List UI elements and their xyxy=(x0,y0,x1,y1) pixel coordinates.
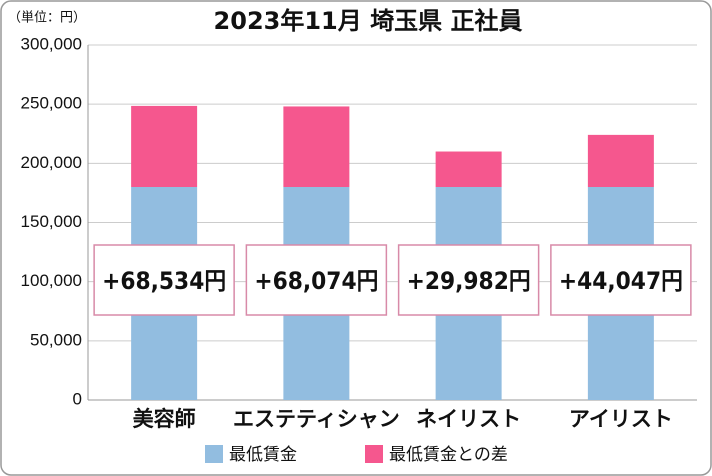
label-box xyxy=(245,244,388,316)
legend-swatch xyxy=(365,445,383,463)
legend-label: 最低賃金 xyxy=(229,445,297,465)
y-tick-label: 300,000 xyxy=(21,34,82,53)
bar-segment xyxy=(435,151,502,187)
chart-title: 2023年11月 埼玉県 正社員 xyxy=(214,7,523,35)
unit-label: （単位：円） xyxy=(8,10,86,26)
label-box xyxy=(397,244,540,316)
value-label: +68,534円 xyxy=(102,267,226,295)
legend-label: 最低賃金との差 xyxy=(389,445,508,465)
y-tick-label: 50,000 xyxy=(30,330,82,349)
bar-segment xyxy=(283,106,350,187)
value-label: +44,047円 xyxy=(559,267,683,295)
x-tick-label: アイリスト xyxy=(569,407,673,431)
y-tick-label: 0 xyxy=(73,389,82,408)
bar-segment xyxy=(587,134,654,187)
bar-segment xyxy=(131,105,198,187)
y-tick-label: 100,000 xyxy=(21,271,82,290)
y-tick-label: 150,000 xyxy=(21,212,82,231)
x-tick-label: 美容師 xyxy=(133,407,196,431)
legend-swatch xyxy=(205,445,223,463)
x-tick-label: エステティシャン xyxy=(233,407,400,431)
value-label: +29,982円 xyxy=(407,267,531,295)
label-box xyxy=(550,244,692,316)
y-tick-label: 200,000 xyxy=(21,153,82,172)
x-tick-label: ネイリスト xyxy=(416,407,521,431)
y-tick-label: 250,000 xyxy=(21,94,82,113)
value-label: +68,074円 xyxy=(254,267,378,295)
label-box xyxy=(93,244,235,316)
